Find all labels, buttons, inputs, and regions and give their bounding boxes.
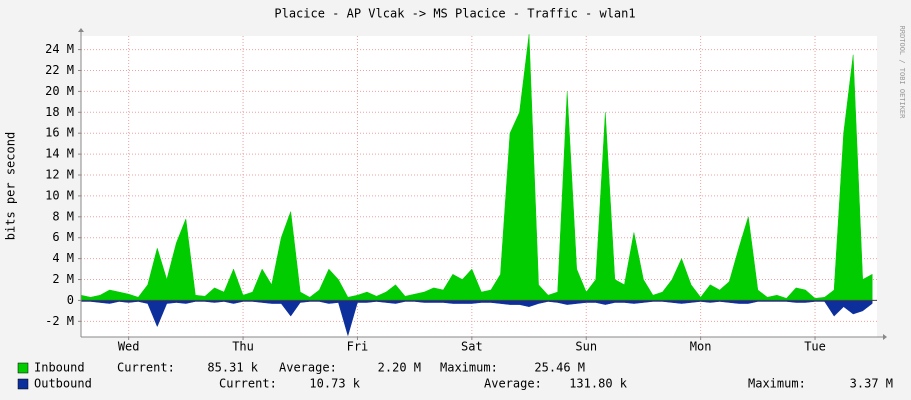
legend-stat-value: 2.20 M xyxy=(378,361,421,375)
legend-stat-value: 10.73 k xyxy=(309,377,360,391)
x-tick-label: Mon xyxy=(690,340,712,354)
y-tick-label: 0 xyxy=(67,293,74,307)
axis-arrow xyxy=(883,334,887,340)
legend-label: Inbound xyxy=(34,361,85,375)
x-tick-label: Fri xyxy=(347,340,369,354)
y-tick-label: 22 M xyxy=(45,63,74,77)
chart-title: Placice - AP Vlcak -> MS Placice - Traff… xyxy=(274,7,635,21)
watermark: RRDTOOL / TOBI OETIKER xyxy=(898,26,906,120)
legend-stat-label: Maximum: xyxy=(440,361,498,375)
y-tick-label: 16 M xyxy=(45,126,74,140)
x-tick-label: Sat xyxy=(461,340,483,354)
y-tick-label: 12 M xyxy=(45,168,74,182)
y-tick-label: 4 M xyxy=(52,251,74,265)
legend-stat-value: 3.37 M xyxy=(850,377,893,391)
legend-swatch xyxy=(17,362,29,374)
x-tick-label: Sun xyxy=(575,340,597,354)
y-tick-label: 18 M xyxy=(45,105,74,119)
y-tick-label: 20 M xyxy=(45,84,74,98)
x-tick-label: Wed xyxy=(118,340,140,354)
axis-arrow xyxy=(78,28,84,32)
y-tick-label: 14 M xyxy=(45,147,74,161)
legend-stat-label: Current: xyxy=(219,377,277,391)
y-tick-label: -2 M xyxy=(45,314,74,328)
legend-stat-label: Maximum: xyxy=(748,377,806,391)
legend-stat-label: Average: xyxy=(279,361,337,375)
legend-swatch xyxy=(17,378,29,390)
area xyxy=(80,34,873,301)
y-tick-label: 6 M xyxy=(52,230,74,244)
y-tick-label: 10 M xyxy=(45,188,74,202)
y-axis-label: bits per second xyxy=(4,132,18,240)
legend-stat-label: Average: xyxy=(484,377,542,391)
legend-stat-value: 85.31 k xyxy=(207,361,258,375)
area xyxy=(80,300,873,337)
y-tick-label: 24 M xyxy=(45,42,74,56)
x-tick-label: Tue xyxy=(804,340,826,354)
x-tick-label: Thu xyxy=(232,340,254,354)
legend-stat-value: 25.46 M xyxy=(534,361,585,375)
legend-stat-value: 131.80 k xyxy=(569,377,628,391)
y-tick-label: 2 M xyxy=(52,272,74,286)
y-tick-label: 8 M xyxy=(52,209,74,223)
legend-label: Outbound xyxy=(34,377,92,391)
legend-stat-label: Current: xyxy=(117,361,175,375)
